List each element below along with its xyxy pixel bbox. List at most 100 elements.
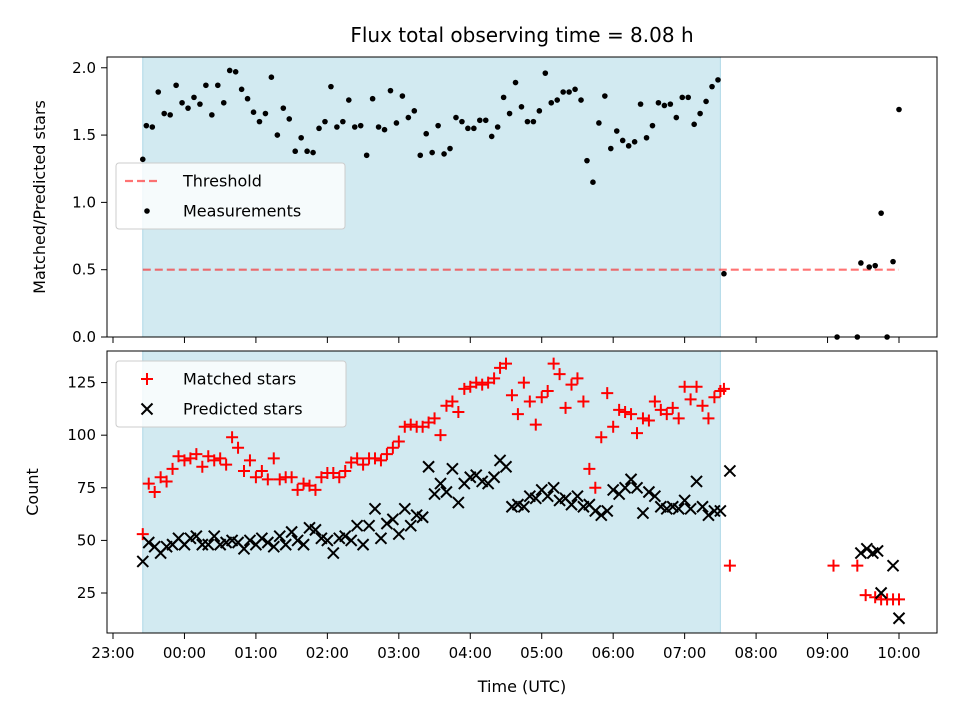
measurement-point	[316, 125, 322, 132]
matched-star-point	[893, 593, 905, 606]
measurement-point	[173, 82, 179, 89]
measurement-point	[346, 97, 352, 103]
predicted-star-point	[440, 485, 453, 499]
x-tick-label: 09:00	[806, 644, 849, 662]
matched-star-point	[214, 452, 227, 465]
predicted-star-point	[714, 504, 727, 518]
measurement-point	[691, 121, 697, 128]
matched-star-point	[398, 420, 411, 433]
measurement-point	[619, 137, 626, 144]
count-marks	[136, 357, 906, 625]
predicted-star-point	[267, 540, 280, 553]
predicted-legend-swatch	[140, 402, 154, 416]
matched-star-point	[190, 448, 203, 461]
legend-label: Threshold	[182, 172, 262, 191]
matched-star-point	[517, 376, 530, 389]
matched-star-point	[220, 458, 233, 471]
y-tick-label: 0.5	[72, 261, 96, 279]
measurement-point	[655, 99, 662, 106]
matched-star-point	[488, 372, 501, 385]
measurement-point	[244, 95, 251, 102]
predicted-star-point	[860, 542, 874, 556]
predicted-star-point	[589, 504, 602, 518]
matched-star-point	[374, 454, 387, 467]
predicted-star-point	[690, 475, 703, 488]
matched-star-point	[142, 477, 155, 490]
measurement-point	[363, 152, 370, 159]
matched-star-point	[196, 460, 209, 473]
measurement-point	[155, 89, 162, 95]
matched-star-point	[660, 408, 673, 421]
predicted-star-point	[237, 542, 251, 556]
measurement-point	[685, 94, 692, 101]
matched-star-point	[678, 380, 691, 393]
predicted-star-point	[422, 460, 435, 473]
x-tick-label: 00:00	[163, 644, 206, 662]
measurement-point	[524, 118, 531, 125]
measurement-point	[268, 74, 275, 80]
matched-star-point	[452, 406, 465, 419]
measurement-point	[890, 258, 896, 265]
ratio-marks	[139, 67, 902, 340]
predicted-star-point	[279, 538, 292, 551]
measurement-point	[310, 149, 316, 156]
measurement-point	[858, 260, 864, 266]
predicted-star-point	[321, 534, 334, 547]
matched-star-point	[434, 429, 447, 442]
ratio-ticks: 0.0 0.5 1.0 1.5 2.0	[72, 59, 900, 346]
y-tick-label: 75	[77, 479, 96, 497]
y-tick-label: 50	[77, 531, 96, 549]
matched-star-point	[446, 395, 459, 408]
predicted-star-point	[142, 536, 155, 549]
matched-star-point	[559, 401, 572, 414]
measurement-point	[453, 114, 459, 121]
matched-star-point	[392, 435, 405, 448]
measurement-point	[351, 124, 358, 130]
measurement-point	[226, 67, 233, 74]
predicted-star-point	[636, 506, 650, 520]
matched-star-point	[717, 382, 730, 395]
predicted-star-point	[624, 473, 638, 486]
matched-star-point	[690, 380, 703, 393]
predicted-star-point	[291, 534, 304, 547]
predicted-star-point	[136, 555, 149, 568]
matched-star-point	[666, 401, 679, 414]
predicted-star-point	[339, 529, 352, 543]
measurement-point	[149, 124, 156, 130]
predicted-star-point	[297, 538, 310, 551]
matched-star-point	[136, 528, 149, 541]
matched-star-point	[601, 387, 614, 400]
matched-star-point	[869, 591, 882, 604]
measurement-point	[518, 104, 525, 110]
ratio-plot-frame	[106, 56, 938, 338]
matched-star-point	[648, 395, 661, 408]
predicted-star-point	[601, 504, 614, 518]
matched-star-point	[565, 378, 578, 391]
measurement-point	[631, 139, 638, 145]
x-tick-label: 07:00	[663, 644, 706, 662]
measurement-point	[197, 101, 203, 107]
predicted-star-point	[517, 500, 531, 513]
measurement-point	[459, 118, 465, 125]
predicted-star-point	[386, 513, 400, 526]
measurement-point	[393, 120, 400, 126]
measurement-point	[256, 118, 263, 125]
predicted-star-point	[892, 612, 906, 625]
matched-star-point	[404, 418, 417, 431]
measurement-point	[637, 101, 644, 107]
matched-star-point	[595, 431, 608, 444]
measurement-point	[715, 77, 721, 83]
matched-star-point	[589, 481, 602, 494]
matched-star-point	[476, 378, 489, 391]
matched-star-point	[428, 412, 441, 425]
measurement-point	[471, 125, 477, 132]
measurement-point	[866, 264, 873, 270]
predicted-star-point	[273, 529, 286, 543]
count-legend: Matched stars Predicted stars	[115, 360, 347, 428]
measurement-point	[590, 179, 596, 185]
measurement-point	[596, 120, 602, 126]
measurement-point	[721, 270, 727, 277]
matched-star-point	[511, 408, 524, 421]
legend-box	[115, 360, 347, 428]
y-tick-label: 25	[77, 584, 96, 602]
